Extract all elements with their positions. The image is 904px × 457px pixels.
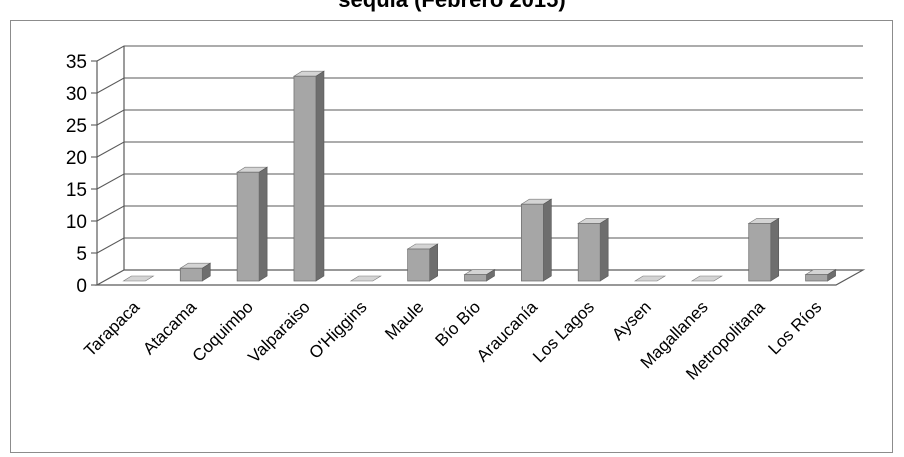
bar (122, 275, 155, 282)
gridline (96, 77, 863, 94)
bar-front (577, 223, 601, 282)
bars-layer (122, 70, 837, 282)
y-tick-label: 10 (66, 212, 87, 233)
y-tick-label: 5 (76, 244, 87, 265)
x-category-label: Los Lagos (529, 297, 598, 366)
x-category-label: Los Ríos (765, 297, 826, 358)
bar-front (520, 203, 544, 282)
grid-layer (91, 45, 866, 286)
y-axis-ticks: 0 5 10 15 20 25 30 35 (66, 52, 87, 297)
bar-top (349, 275, 382, 282)
y-tick-label: 30 (66, 84, 87, 105)
bar (406, 243, 439, 282)
bar-front (748, 223, 772, 282)
bar (179, 262, 212, 282)
bar (463, 269, 496, 282)
bar (804, 269, 837, 282)
y-tick-label: 0 (76, 276, 87, 297)
bar-side (770, 217, 780, 282)
x-category-label: Valparaiso (244, 297, 313, 366)
x-category-label: Aysen (608, 297, 655, 344)
x-category-label: Tarapaca (80, 297, 143, 360)
bar-front (236, 171, 260, 282)
bar (577, 217, 610, 282)
bar-front (805, 274, 828, 282)
bar-top (690, 275, 723, 282)
bar (349, 275, 382, 282)
bar-side (258, 166, 268, 282)
gridline (96, 109, 863, 126)
x-category-label: Maule (381, 297, 427, 343)
gridline (96, 237, 863, 254)
y-tick-label: 20 (66, 148, 87, 169)
bar-front (407, 248, 431, 282)
y-tick-label: 15 (66, 180, 87, 201)
bar-front (179, 267, 203, 282)
gridline (96, 205, 863, 222)
chart-title: sequía (Febrero 2015) (0, 0, 904, 20)
x-category-label: O'Higgins (305, 297, 370, 362)
gridline (96, 141, 863, 158)
bar-front (293, 75, 317, 282)
bar-top (122, 275, 155, 282)
bar (292, 70, 326, 282)
x-category-label: Bío Bío (431, 297, 484, 350)
y-tick-label: 25 (66, 116, 87, 137)
gridline (96, 173, 863, 190)
gridline (96, 45, 863, 62)
bar-front (464, 274, 487, 282)
bar (236, 166, 269, 282)
bar-top (633, 275, 667, 282)
bar-side (315, 70, 325, 282)
floor (94, 269, 866, 286)
bar-side (429, 243, 438, 282)
bar (690, 275, 723, 282)
x-axis-labels: TarapacaAtacamaCoquimboValparaisoO'Higgi… (80, 297, 825, 384)
bar-side (599, 217, 609, 282)
bar (747, 217, 780, 282)
bar-side (543, 198, 552, 282)
bar (633, 275, 667, 282)
y-tick-label: 35 (66, 52, 87, 73)
chart-frame (10, 20, 893, 453)
bar (520, 198, 553, 282)
